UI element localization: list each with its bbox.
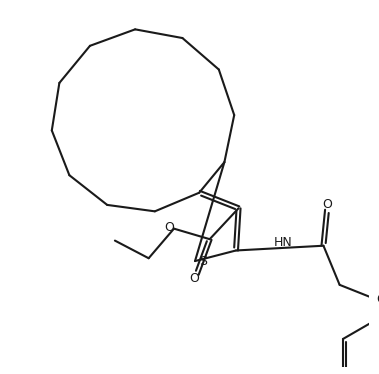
Text: O: O	[165, 221, 175, 234]
Text: S: S	[199, 255, 207, 267]
Text: O: O	[322, 198, 332, 211]
Text: HN: HN	[274, 236, 293, 249]
Text: O: O	[189, 272, 199, 285]
Text: O: O	[376, 294, 379, 306]
